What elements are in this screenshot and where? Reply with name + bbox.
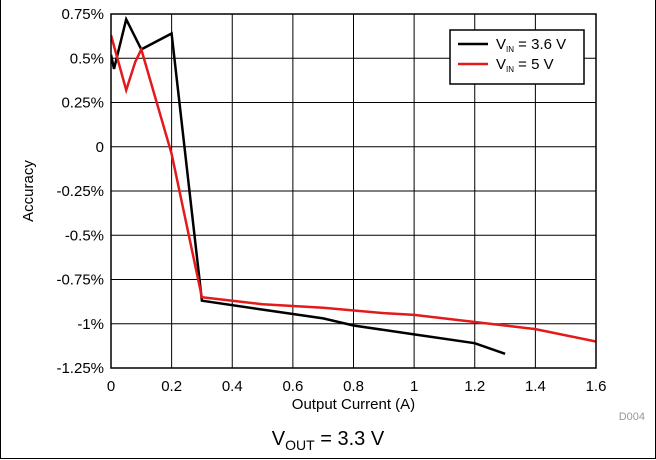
plot-area-border (110, 13, 597, 369)
x-tick-label: 0.6 (282, 378, 303, 395)
figure-code: D004 (619, 411, 645, 423)
y-tick-label: 0.5% (70, 50, 104, 67)
x-tick-label: 0.2 (161, 378, 182, 395)
y-tick-label: -1% (77, 316, 104, 333)
x-tick-label: 0 (107, 378, 115, 395)
x-tick-label: 1.4 (525, 378, 546, 395)
caption: VOUT = 3.3 V (0, 428, 656, 453)
y-tick-label: -0.25% (56, 183, 104, 200)
y-tick-label: -0.5% (65, 227, 104, 244)
legend-entry: VIN = 3.6 V (496, 36, 566, 54)
legend-box (449, 29, 585, 85)
x-axis-label: Output Current (A) (292, 396, 415, 413)
legend-entry: VIN = 5 V (496, 56, 554, 74)
series-line-1 (111, 15, 506, 355)
y-axis-ticks: 0.75% 0.5% 0.25% 0 -0.25% -0.5% -0.75% -1% -1.25… (56, 6, 104, 377)
caption-suffix: = 3.3 V (314, 428, 385, 450)
x-tick-label: 0.4 (222, 378, 243, 395)
y-tick-label: -0.75% (56, 272, 104, 289)
series-line-2 (111, 34, 596, 343)
y-tick-label: 0.75% (61, 6, 104, 23)
caption-sub: OUT (285, 437, 315, 453)
y-tick-label: 0 (96, 139, 104, 156)
accuracy-chart: 0 0.2 0.4 0.6 0.8 1 1.2 1.4 1.6 0.75%0.5%0.25%0-… (20, 6, 645, 423)
series-layer (111, 15, 596, 355)
x-tick-label: 1.2 (464, 378, 485, 395)
y-axis-label: Accuracy (20, 160, 37, 222)
x-tick-label: 0.8 (343, 378, 364, 395)
caption-main: V (271, 428, 286, 450)
x-axis-ticks: 0 0.2 0.4 0.6 0.8 1 1.2 1.4 1.6 (107, 378, 607, 395)
x-tick-label: 1 (410, 378, 418, 395)
x-tick-label: 1.6 (586, 378, 607, 395)
legend: VIN = 3.6 V VIN = 5 V (449, 29, 585, 85)
y-tick-label: 0.25% (61, 95, 104, 112)
y-tick-label: -1.25% (56, 360, 104, 377)
